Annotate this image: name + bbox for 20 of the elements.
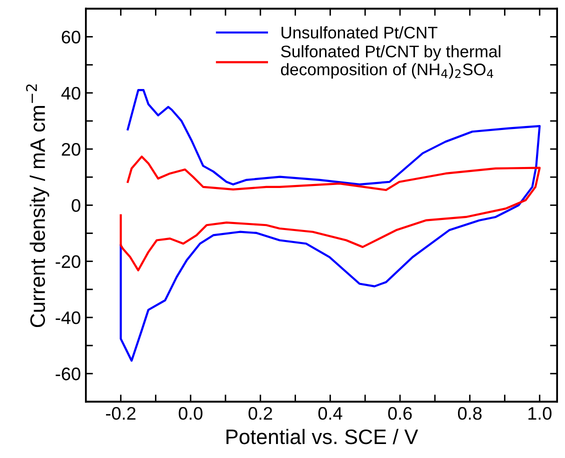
x-tick-label: 0.6 <box>388 407 412 420</box>
y-axis-title: Current density / mA cm$^{−2}$ <box>26 84 50 328</box>
x-tick-label: 0.2 <box>248 407 272 420</box>
x-tick-label: 1.0 <box>528 407 552 420</box>
y-tick-label: 60 <box>62 30 80 44</box>
legend-label: Unsulfonated Pt/CNT <box>282 26 438 39</box>
line-series <box>120 89 541 362</box>
x-axis-title: Potential vs. SCE / V <box>226 428 418 444</box>
x-tick-label: -0.2 <box>106 407 136 420</box>
x-tick-label: 0.0 <box>178 407 202 420</box>
y-tick-label: 20 <box>62 142 80 156</box>
x-tick-label: 0.8 <box>458 407 482 420</box>
y-tick-label: 40 <box>61 86 80 100</box>
y-tick-label: -40 <box>56 311 80 324</box>
y-tick-label: -20 <box>56 255 80 268</box>
y-tick-label: 0 <box>72 199 80 212</box>
x-tick-label: 0.4 <box>318 407 342 420</box>
y-tick-label: -60 <box>56 368 80 380</box>
legend-label: Sulfonated Pt/CNT by thermal decomposition of (NH$_{4}$)$_{2}$SO$_{4}$ <box>281 45 500 79</box>
line-series <box>120 156 541 272</box>
